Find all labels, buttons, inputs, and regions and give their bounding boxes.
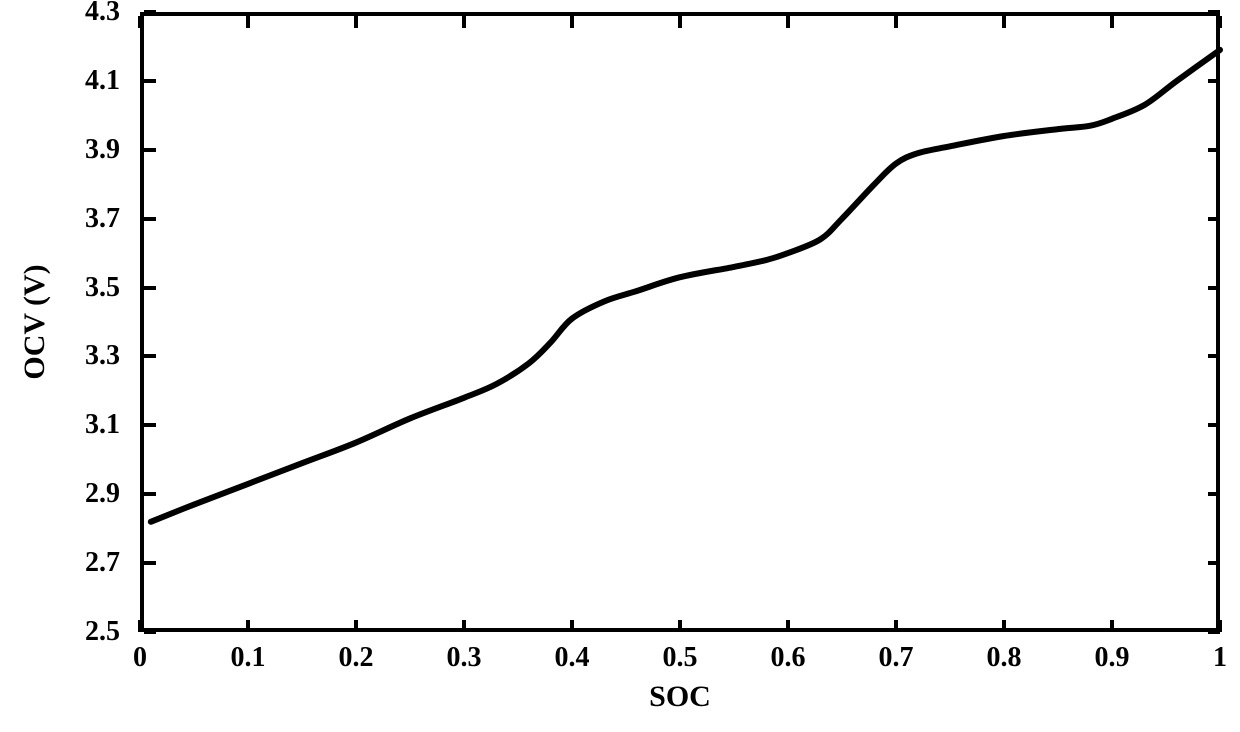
ocv-curve: [151, 50, 1220, 522]
chart-container: OCV (V) SOC 2.52.72.93.13.33.53.73.94.14…: [0, 0, 1240, 732]
line-series: [0, 0, 1240, 732]
